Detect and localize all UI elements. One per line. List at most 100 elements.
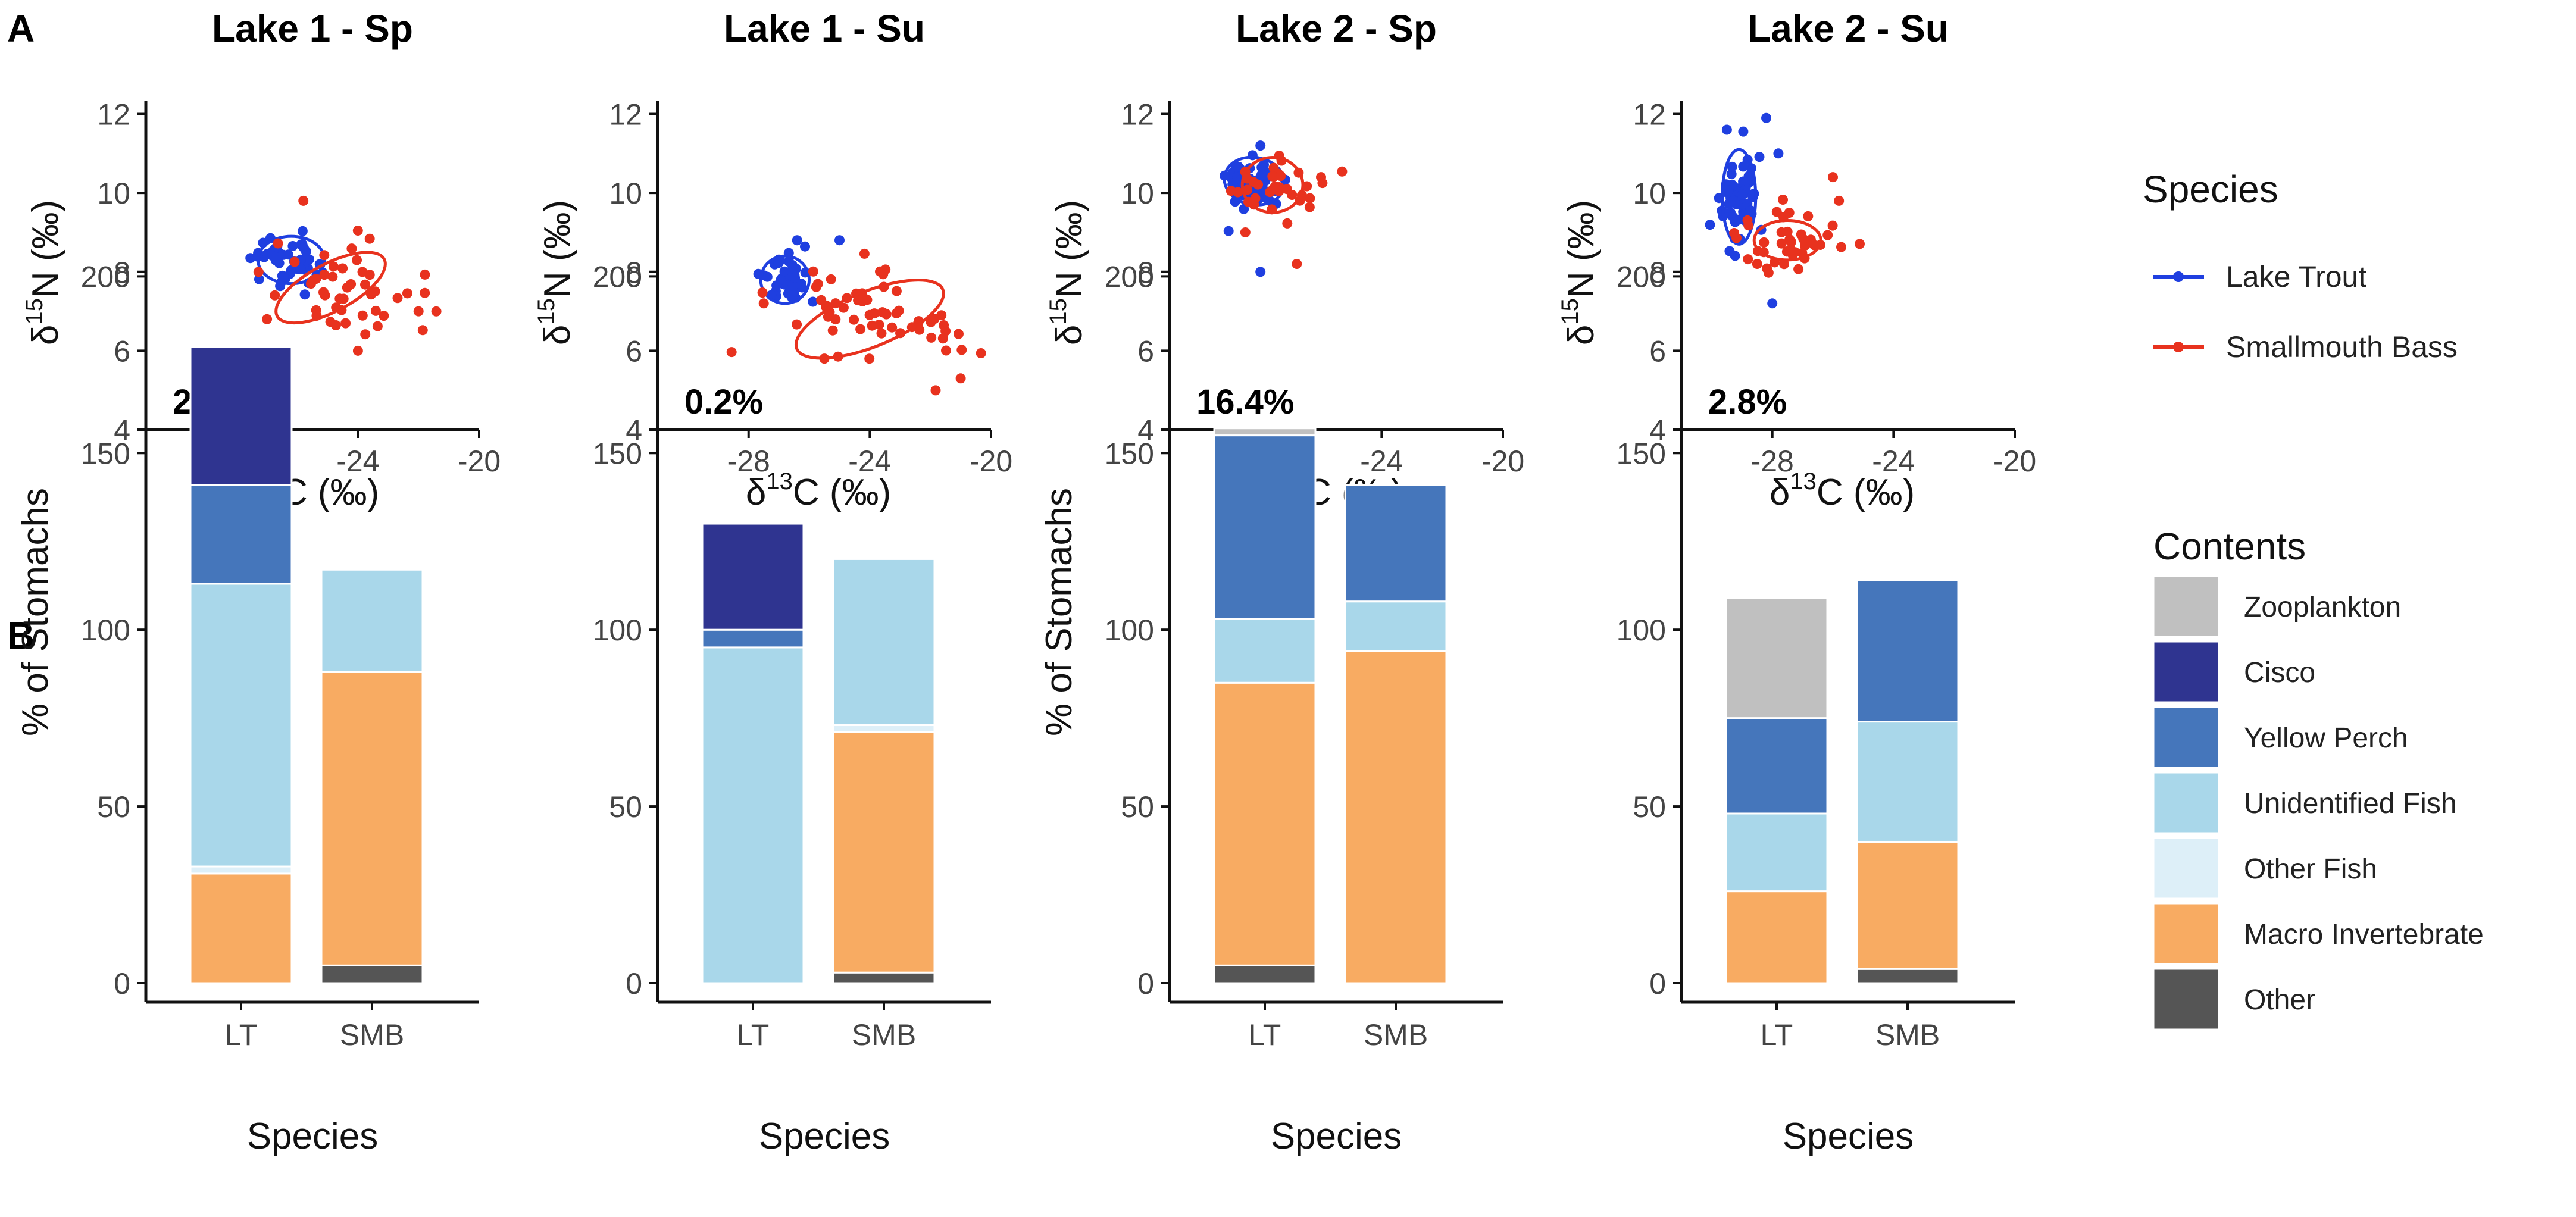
- legend-label-other-fish: Other Fish: [2244, 853, 2377, 885]
- chart-b-lake-1-su: 0 50 100 150 200 Species LT SMB: [593, 229, 991, 1157]
- bar-segment-yellow-perch: [189, 484, 293, 585]
- point-smallmouth-bass: [1729, 228, 1740, 238]
- x-tick-label: SMB: [852, 1018, 916, 1052]
- point-lake-trout: [790, 273, 801, 283]
- y-tick-label: 150: [81, 437, 130, 470]
- point-smallmouth-bass: [808, 266, 818, 277]
- point-smallmouth-bass: [420, 287, 430, 298]
- point-smallmouth-bass: [830, 314, 841, 325]
- chart-grid: Lake 1 - Sp 4 6 8 10 12 -28 -24 -20 δ13C (‰) δ15N …: [15, 7, 2036, 1157]
- bar-segment-unidentified-fish: [320, 568, 424, 673]
- series-smallmouth-bass: [726, 248, 986, 396]
- y-tick-label: 0: [1137, 967, 1154, 1000]
- y-tick-label: 4: [1649, 414, 1666, 447]
- bar-segment-other: [1856, 968, 1959, 984]
- x-tick-label: LT: [225, 1018, 258, 1052]
- x-tick-label: -24: [1872, 445, 1915, 478]
- bar-segment-macro-invertebrate: [1213, 681, 1317, 966]
- point-lake-trout: [1727, 161, 1737, 172]
- point-smallmouth-bass: [360, 279, 370, 290]
- y-tick-label: 100: [1105, 614, 1154, 647]
- point-smallmouth-bass: [887, 322, 898, 333]
- point-smallmouth-bass: [855, 324, 866, 334]
- point-smallmouth-bass: [298, 195, 309, 206]
- point-lake-trout: [287, 241, 298, 251]
- point-lake-trout: [808, 296, 818, 307]
- y-tick-label: 100: [593, 614, 642, 647]
- chart-b-lake-2-sp: 0 50 100 150 200 Species % of Stomachs LT SMB: [1039, 229, 1503, 1157]
- bar-stack-lt: [1213, 427, 1317, 984]
- legend-swatch-other: [2152, 968, 2220, 1031]
- point-lake-trout: [267, 251, 277, 261]
- y-tick-label: 10: [1633, 177, 1666, 210]
- point-smallmouth-bass: [941, 345, 951, 356]
- point-smallmouth-bass: [875, 266, 885, 277]
- x-axis-label: Species: [247, 1116, 379, 1157]
- point-lake-trout: [299, 289, 310, 300]
- point-smallmouth-bass: [1743, 220, 1754, 231]
- point-lake-trout: [1724, 199, 1734, 209]
- point-smallmouth-bass: [853, 295, 864, 306]
- point-smallmouth-bass: [1276, 171, 1286, 182]
- point-smallmouth-bass: [955, 373, 966, 384]
- chart-b-lake-1-sp: 0 50 100 150 200 Species % of Stomachs LT SMB: [15, 229, 479, 1157]
- point-lake-trout: [1733, 214, 1744, 225]
- bar-segment-other: [320, 964, 424, 984]
- bar-segment-unidentified-fish: [1725, 812, 1828, 893]
- series-lake-trout: [245, 226, 328, 300]
- bar-segment-unidentified-fish: [832, 558, 936, 727]
- point-smallmouth-bass: [1776, 238, 1787, 249]
- y-tick-label: 150: [1105, 437, 1154, 470]
- point-smallmouth-bass: [357, 310, 368, 321]
- y-tick-label: 200: [81, 260, 130, 293]
- point-smallmouth-bass: [792, 319, 802, 330]
- bar-segment-zooplankton: [1213, 427, 1317, 437]
- point-smallmouth-bass: [346, 243, 357, 254]
- point-smallmouth-bass: [1779, 259, 1789, 270]
- point-lake-trout: [298, 242, 309, 253]
- legend-swatch-cisco: [2152, 640, 2220, 703]
- y-axis-label: % of Stomachs: [15, 488, 56, 736]
- point-smallmouth-bass: [364, 233, 375, 244]
- point-smallmouth-bass: [1793, 264, 1804, 274]
- x-tick-label: -24: [848, 445, 891, 478]
- point-smallmouth-bass: [1782, 226, 1793, 237]
- panel-label-b: B: [7, 614, 35, 657]
- y-tick-label: 6: [1649, 334, 1666, 368]
- point-smallmouth-bass: [1316, 172, 1326, 183]
- legend-item-unidentified-fish: Unidentified Fish: [2152, 771, 2457, 834]
- point-smallmouth-bass: [402, 288, 412, 299]
- point-smallmouth-bass: [392, 293, 403, 304]
- x-tick-label: -20: [970, 445, 1012, 478]
- point-smallmouth-bass: [352, 345, 363, 356]
- x-tick-label: SMB: [1364, 1018, 1428, 1052]
- point-smallmouth-bass: [954, 329, 964, 339]
- point-smallmouth-bass: [319, 270, 330, 280]
- point-smallmouth-bass: [1267, 171, 1278, 182]
- legend-label-lake-trout: Lake Trout: [2226, 260, 2366, 293]
- point-lake-trout: [1738, 161, 1749, 172]
- point-smallmouth-bass: [372, 321, 383, 331]
- ellipse-smallmouth-bass: [274, 251, 387, 325]
- chart-title: Lake 1 - Su: [724, 7, 925, 50]
- point-smallmouth-bass: [262, 314, 273, 324]
- point-smallmouth-bass: [926, 332, 937, 343]
- point-smallmouth-bass: [940, 326, 951, 336]
- y-tick-label: 100: [81, 614, 130, 647]
- point-smallmouth-bass: [420, 269, 430, 280]
- point-smallmouth-bass: [1828, 172, 1838, 183]
- point-smallmouth-bass: [930, 385, 941, 396]
- y-tick-label: 10: [97, 177, 130, 210]
- x-tick-label: -20: [1481, 445, 1524, 478]
- y-tick-label: 12: [1633, 98, 1666, 132]
- bar-stack-smb: [1344, 484, 1448, 984]
- point-smallmouth-bass: [1771, 207, 1782, 217]
- y-tick-label: 0: [1649, 967, 1666, 1000]
- point-lake-trout: [1255, 140, 1266, 151]
- point-smallmouth-bass: [253, 267, 264, 277]
- point-smallmouth-bass: [926, 317, 936, 327]
- bar-stack-lt: [701, 523, 805, 984]
- point-smallmouth-bass: [273, 238, 283, 249]
- point-smallmouth-bass: [325, 317, 336, 327]
